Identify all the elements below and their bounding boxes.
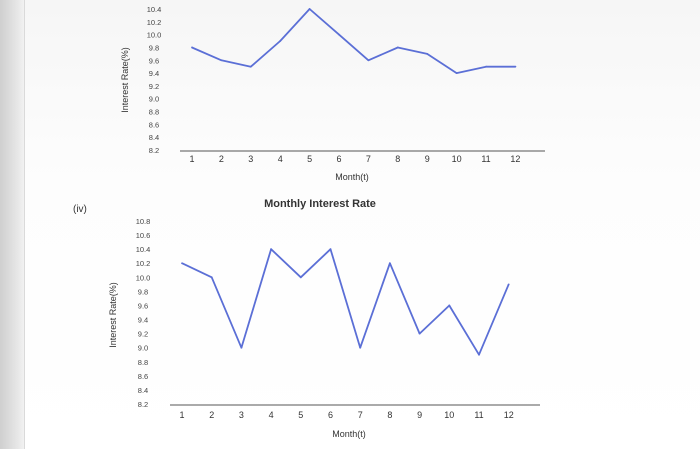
x-tick-label: 9 <box>417 410 422 420</box>
data-point <box>514 65 517 68</box>
data-point <box>308 8 311 10</box>
x-tick-label: 6 <box>336 154 341 164</box>
y-tick-label: 10.0 <box>136 273 151 282</box>
data-point <box>367 59 370 62</box>
y-tick-label: 8.6 <box>138 372 148 381</box>
x-tick-label: 2 <box>219 154 224 164</box>
chart-title: Monthly Interest Rate <box>264 198 376 210</box>
x-tick-label: 5 <box>298 410 303 420</box>
y-tick-label: 9.6 <box>149 56 159 65</box>
y-tick-label: 8.4 <box>138 386 148 395</box>
y-axis-title: Interest Rate(%) <box>120 47 130 113</box>
y-tick-label: 9.8 <box>149 43 159 52</box>
y-tick-label: 10.4 <box>136 245 151 254</box>
x-tick-label: 10 <box>444 410 454 420</box>
y-tick-label: 8.4 <box>149 133 159 142</box>
part-label: (iv) <box>73 204 87 215</box>
y-tick-label: 9.6 <box>138 301 148 310</box>
y-tick-label: 10.4 <box>147 5 162 14</box>
x-tick-label: 4 <box>278 154 283 164</box>
x-axis-title: Month(t) <box>335 172 369 182</box>
x-tick-label: 10 <box>452 154 462 164</box>
data-point <box>279 40 282 42</box>
data-point <box>191 46 193 49</box>
y-tick-label: 9.2 <box>149 82 159 91</box>
x-tick-label: 9 <box>425 154 430 164</box>
data-point <box>455 72 458 74</box>
data-point <box>478 353 480 356</box>
data-point <box>249 65 252 68</box>
series-line <box>181 248 510 356</box>
x-tick-label: 3 <box>239 410 244 420</box>
x-tick-label: 11 <box>481 154 490 164</box>
x-tick-label: 11 <box>474 410 483 420</box>
y-tick-label: 9.4 <box>149 69 159 78</box>
data-point <box>338 33 340 36</box>
y-axis-title: Interest Rate(%) <box>108 282 118 348</box>
y-tick-label: 9.4 <box>138 316 148 325</box>
x-tick-label: 5 <box>307 154 312 164</box>
data-point <box>448 304 451 307</box>
data-point <box>396 46 399 49</box>
data-point <box>507 283 510 286</box>
x-tick-label: 12 <box>504 410 514 420</box>
chart-top: 10.4 10.2 10.0 9.8 9.6 9.4 9.2 9.0 8.8 8.6 8.4 8.2 I… <box>120 5 545 182</box>
data-point <box>359 346 362 349</box>
data-point <box>210 276 213 279</box>
y-tick-label: 10.0 <box>147 31 162 40</box>
series-line <box>191 8 516 74</box>
y-tick-label: 8.2 <box>149 146 159 155</box>
y-tick-label: 9.0 <box>138 344 148 353</box>
x-tick-label: 1 <box>179 410 184 420</box>
x-tick-label: 4 <box>269 410 274 420</box>
y-tick-label: 10.8 <box>136 217 151 226</box>
data-point <box>426 52 429 55</box>
data-point <box>418 332 421 335</box>
data-point <box>220 59 223 62</box>
y-tick-label: 9.8 <box>138 287 148 296</box>
x-tick-label: 7 <box>366 154 371 164</box>
data-point <box>389 262 391 265</box>
y-tick-label: 9.2 <box>138 330 148 339</box>
x-tick-label: 3 <box>248 154 253 164</box>
x-tick-label: 8 <box>395 154 400 164</box>
y-tick-label: 8.8 <box>138 358 148 367</box>
x-tick-label: 8 <box>387 410 392 420</box>
y-tick-label: 10.6 <box>136 231 151 240</box>
x-tick-label: 6 <box>328 410 333 420</box>
data-point <box>299 276 302 279</box>
data-point <box>270 248 272 251</box>
data-point <box>181 262 183 265</box>
data-point <box>240 346 243 349</box>
x-tick-label: 2 <box>209 410 214 420</box>
y-tick-label: 8.2 <box>138 400 148 409</box>
page-edge-strip <box>0 0 25 449</box>
y-tick-label: 10.2 <box>147 18 162 27</box>
y-tick-label: 8.6 <box>149 120 159 129</box>
y-tick-label: 10.2 <box>136 259 151 268</box>
y-tick-label: 9.0 <box>149 95 159 104</box>
x-tick-label: 1 <box>189 154 194 164</box>
y-tick-label: 8.8 <box>149 108 159 117</box>
x-axis-title: Month(t) <box>332 429 366 439</box>
data-point <box>485 65 487 68</box>
data-point <box>329 248 332 251</box>
chart-bottom: Monthly Interest Rate 10.8 10.6 10.4 10.2 10.… <box>108 198 540 439</box>
x-tick-label: 12 <box>510 154 520 164</box>
x-tick-label: 7 <box>358 410 363 420</box>
